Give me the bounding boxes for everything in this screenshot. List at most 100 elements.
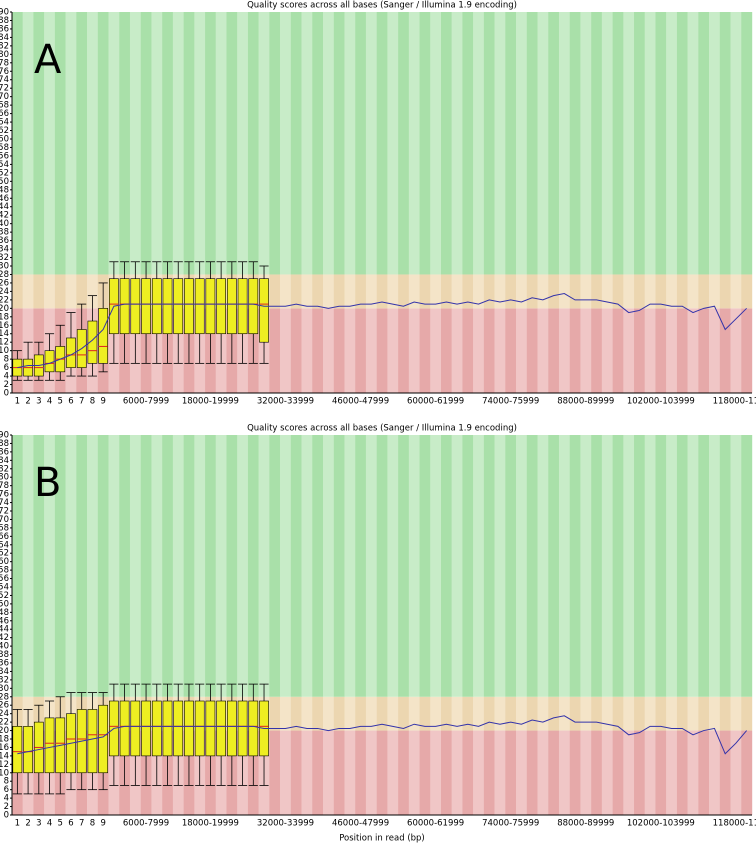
quality-zone [741,308,753,393]
quality-zone [22,274,34,309]
quality-zone [269,730,281,815]
quality-zone [258,12,270,275]
box [87,320,98,364]
quality-zone [666,730,678,815]
quality-zone [290,730,302,815]
x-tick-label: 60000-61999 [407,819,464,829]
x-tick-label: 5 [58,819,63,829]
box [87,709,98,774]
box [44,717,55,774]
y-tick-label: 6 [4,785,9,795]
y-tick-label: 48 [0,185,9,195]
quality-zone [687,12,699,275]
quality-zone [172,435,184,697]
y-tick-label: 76 [0,490,9,500]
y-tick-label: 30 [0,684,9,694]
quality-zone [505,12,517,275]
x-tick-label: 5 [58,397,63,407]
y-tick-label: 6 [4,363,9,373]
quality-zone [440,308,452,393]
y-tick-label: 76 [0,67,9,77]
quality-zone [591,308,603,393]
quality-zone [558,696,570,731]
quality-zone [344,696,356,731]
y-tick-label: 28 [0,692,9,702]
y-tick-label: 12 [0,338,9,348]
chart-title: Quality scores across all bases (Sanger … [247,424,517,434]
x-tick-label: 6000-7999 [123,819,169,829]
x-tick-label: 4 [47,819,52,829]
quality-zone [601,730,613,815]
y-tick-label: 24 [0,287,9,297]
quality-zone [194,12,206,275]
quality-zone [430,435,442,697]
quality-zone [601,435,613,697]
panel-label: A [34,37,62,83]
quality-zone [569,435,581,697]
quality-zone [601,12,613,275]
quality-zone [205,435,216,697]
quality-zone [76,12,88,275]
quality-zone [280,435,292,697]
quality-zone [151,12,163,275]
quality-zone [54,435,66,697]
y-tick-label: 42 [0,633,9,643]
quality-zone [301,696,313,731]
chart-title: Quality scores across all bases (Sanger … [247,1,517,11]
quality-zone [698,12,710,275]
y-tick-label: 78 [0,58,9,68]
quality-zone [301,308,313,393]
box [12,726,23,774]
quality-zone [473,274,485,309]
quality-zone [355,274,367,309]
quality-zone [676,730,688,815]
quality-zone [440,435,452,697]
quality-zone [440,274,452,309]
quality-zone [634,12,645,275]
quality-zone [526,12,538,275]
y-tick-label: 84 [0,33,9,43]
y-tick-label: 16 [0,321,9,331]
box [194,700,205,757]
quality-zone [591,730,603,815]
quality-zone [666,435,678,697]
y-tick-label: 4 [4,372,9,382]
quality-zone [719,730,731,815]
y-tick-label: 0 [4,811,9,821]
x-tick-label: 8 [90,819,95,829]
quality-zone [365,730,377,815]
y-tick-label: 64 [0,540,9,550]
quality-zone [194,435,206,697]
quality-zone [312,730,324,815]
quality-zone [698,696,710,731]
y-tick-label: 58 [0,143,9,153]
quality-zone [333,12,345,275]
quality-zone [666,308,678,393]
quality-zone [676,308,688,393]
quality-zone [473,696,485,731]
quality-zone [290,696,302,731]
quality-zone [290,308,302,393]
quality-zone [537,730,549,815]
quality-zone [612,730,624,815]
quality-zone [183,435,195,697]
box [98,308,109,364]
box [130,700,141,757]
quality-zone [462,435,474,697]
quality-zone [730,308,742,393]
y-tick-label: 32 [0,253,9,263]
quality-zone [323,730,334,815]
y-tick-label: 44 [0,202,9,212]
y-tick-label: 2 [4,802,9,812]
y-tick-label: 20 [0,726,9,736]
quality-zone [558,274,570,309]
x-tick-label: 46000-47999 [332,397,389,407]
quality-zone [430,308,442,393]
quality-zone [408,696,420,731]
x-tick-label: 74000-75999 [482,819,539,829]
quality-zone [365,274,377,309]
quality-zone [709,696,721,731]
quality-zone [687,696,699,731]
quality-zone [269,274,281,309]
quality-zone [569,696,581,731]
